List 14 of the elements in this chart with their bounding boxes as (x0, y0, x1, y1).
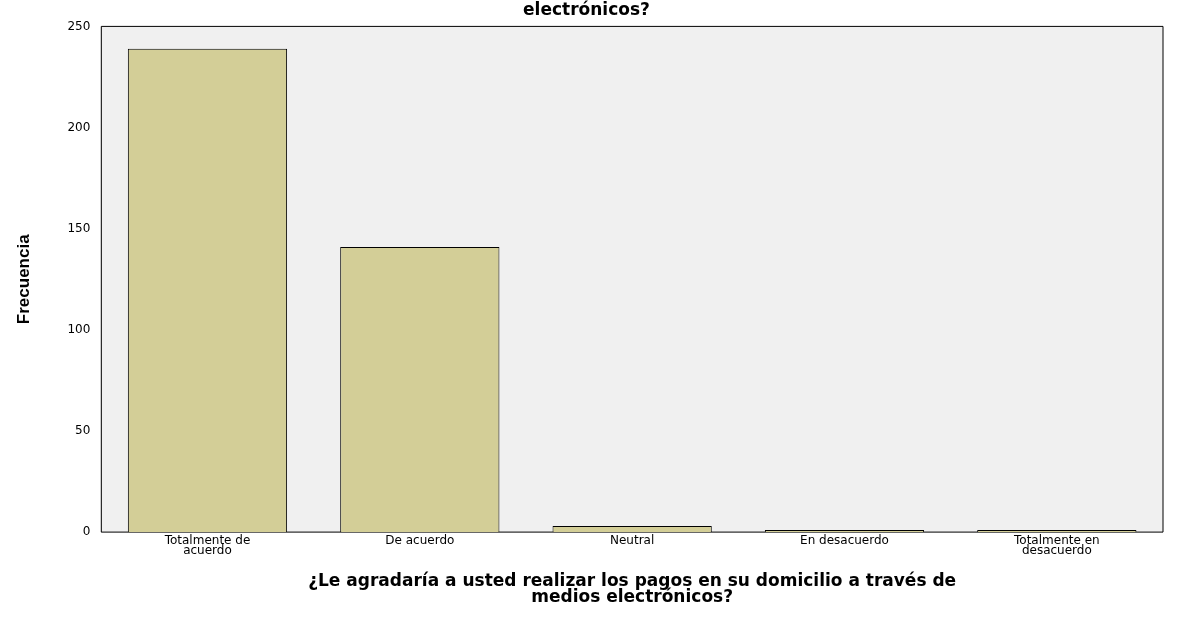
x-tick-label: Totalmente en desacuerdo (1013, 532, 1100, 558)
y-tick-label: 250 (67, 18, 91, 33)
x-tick-label: Neutral (610, 532, 655, 547)
x-tick-label: En desacuerdo (800, 532, 889, 547)
y-tick-label: 100 (67, 321, 91, 336)
y-axis-title: Frecuencia (13, 233, 33, 325)
y-tick-label: 150 (67, 220, 91, 235)
y-tick-label: 50 (75, 423, 91, 438)
x-tick-label: Totalmente de acuerdo (163, 532, 251, 558)
y-tick-label: 0 (82, 524, 91, 539)
chart-title: electrónicos? (523, 0, 650, 19)
x-tick-label: De acuerdo (385, 532, 455, 547)
x-axis-title: ¿Le agradaría a usted realizar los pagos en su domicilio a través de medios electrónicos? (308, 570, 957, 607)
y-tick-label: 200 (67, 119, 91, 134)
